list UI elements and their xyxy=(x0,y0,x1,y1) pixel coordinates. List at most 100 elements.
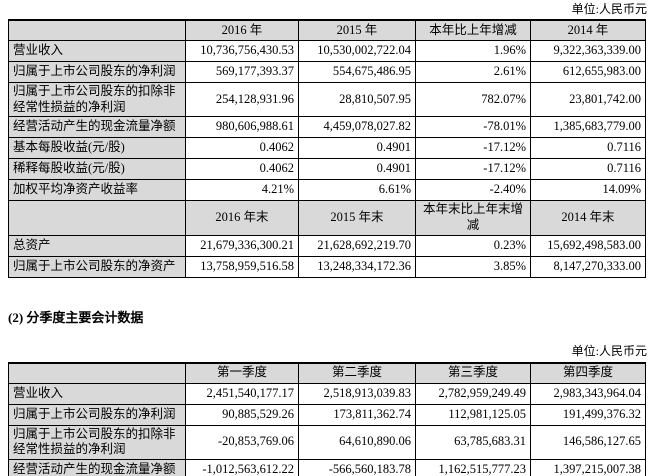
column-header: 2015 年末 xyxy=(298,200,416,236)
column-header: 2014 年末 xyxy=(530,200,646,236)
row-label: 归属于上市公司股东的扣除非经常性损益的净利润 xyxy=(8,424,186,460)
value-cell: 1,397,215,007.38 xyxy=(530,458,646,476)
value-cell: 146,586,127.65 xyxy=(530,424,646,460)
value-cell: 1,162,515,777.23 xyxy=(415,458,531,476)
column-header: 第三季度 xyxy=(415,362,531,384)
column-header: 第一季度 xyxy=(185,362,299,384)
row-label: 归属于上市公司股东的净利润 xyxy=(8,61,186,83)
row-label: 经营活动产生的现金流量净额 xyxy=(8,458,186,476)
table-row: 归属于上市公司股东的净利润 569,177,393.37 554,675,486.9… xyxy=(8,61,646,83)
value-cell: 23,801,742.00 xyxy=(530,81,646,118)
table-row: 基本每股收益(元/股) 0.4062 0.4901 -17.12% 0.7116 xyxy=(8,137,646,160)
row-label: 归属于上市公司股东的扣除非经常性损益的净利润 xyxy=(8,81,186,118)
row-label: 归属于上市公司股东的净利润 xyxy=(8,403,186,426)
value-cell: 0.7116 xyxy=(530,137,646,160)
corner-cell xyxy=(8,200,186,236)
value-cell: 2.61% xyxy=(415,61,531,83)
value-cell: 191,499,376.32 xyxy=(530,403,646,426)
value-cell: 4,459,078,027.82 xyxy=(298,116,416,139)
quarterly-financials-table: 第一季度 第二季度 第三季度 第四季度 营业收入 2,451,540,177.17 2,51… xyxy=(8,361,646,476)
value-cell: 2,983,343,964.04 xyxy=(530,382,646,405)
table-header-row: 2016 年末 2015 年末 本年末比上年末增减 2014 年末 xyxy=(8,200,646,236)
value-cell: 980,606,988.61 xyxy=(185,116,299,139)
table-row: 归属于上市公司股东的净利润 90,885,529.26 173,811,362.74… xyxy=(8,403,646,426)
value-cell: 2,782,959,249.49 xyxy=(415,382,531,405)
table-header-row: 2016 年 2015 年本年比上年增减 2014 年 xyxy=(8,19,646,41)
value-cell: 13,248,334,172.36 xyxy=(298,255,416,278)
table-row: 稀释每股收益(元/股) 0.4062 0.4901 -17.12% 0.7116 xyxy=(8,158,646,181)
quarterly-financials-table-body: 第一季度 第二季度 第三季度 第四季度 营业收入 2,451,540,177.17 2,51… xyxy=(8,362,646,476)
value-cell: 64,610,890.06 xyxy=(298,424,416,460)
column-header: 2016 年 xyxy=(185,19,299,41)
value-cell: 0.4901 xyxy=(298,158,416,181)
row-label: 基本每股收益(元/股) xyxy=(8,137,186,160)
value-cell: 3.85% xyxy=(415,255,531,278)
unit-label-annual: 单位:人民币元 xyxy=(571,2,647,16)
value-cell: 0.4062 xyxy=(185,158,299,181)
value-cell: 63,785,683.31 xyxy=(415,424,531,460)
column-header: 2015 年 xyxy=(298,19,416,41)
value-cell: 2,451,540,177.17 xyxy=(185,382,299,405)
value-cell: 15,692,498,583.00 xyxy=(530,234,646,257)
value-cell: 10,736,756,430.53 xyxy=(185,40,299,62)
row-label: 加权平均净资产收益率 xyxy=(8,179,186,202)
row-label: 经营活动产生的现金流量净额 xyxy=(8,116,186,139)
table-header-row: 第一季度 第二季度 第三季度 第四季度 xyxy=(8,362,646,384)
row-label: 稀释每股收益(元/股) xyxy=(8,158,186,181)
column-header: 2014 年 xyxy=(530,19,646,41)
annual-financials-table: 2016 年 2015 年本年比上年增减 2014 年营业收入 10,736,756,… xyxy=(8,19,646,278)
unit-label-quarterly: 单位:人民币元 xyxy=(571,343,647,358)
table-row: 营业收入 2,451,540,177.17 2,518,913,039.83 2,78… xyxy=(8,382,646,405)
column-header: 第四季度 xyxy=(530,362,646,384)
value-cell: -566,560,183.78 xyxy=(298,458,416,476)
value-cell: 21,679,336,300.21 xyxy=(185,234,299,257)
value-cell: -20,853,769.06 xyxy=(185,424,299,460)
value-cell: 254,128,931.96 xyxy=(185,81,299,118)
value-cell: 782.07% xyxy=(415,81,531,118)
value-cell: -17.12% xyxy=(415,158,531,181)
corner-cell xyxy=(8,19,186,41)
table-row: 经营活动产生的现金流量净额 -1,012,563,612.22 -566,560,1… xyxy=(8,458,646,476)
value-cell: 1.96% xyxy=(415,40,531,62)
table-row: 加权平均净资产收益率 4.21% 6.61% -2.40% 14.09% xyxy=(8,179,646,202)
table-row: 经营活动产生的现金流量净额 980,606,988.61 4,459,078,027… xyxy=(8,116,646,139)
column-header: 本年末比上年末增减 xyxy=(415,200,531,236)
value-cell: 0.23% xyxy=(415,234,531,257)
row-label: 营业收入 xyxy=(8,40,186,62)
value-cell: 6.61% xyxy=(298,179,416,202)
value-cell: 13,758,959,516.58 xyxy=(185,255,299,278)
value-cell: 4.21% xyxy=(185,179,299,202)
value-cell: -78.01% xyxy=(415,116,531,139)
column-header: 本年比上年增减 xyxy=(415,19,531,41)
value-cell: -1,012,563,612.22 xyxy=(185,458,299,476)
annual-financials-table-body: 2016 年 2015 年本年比上年增减 2014 年营业收入 10,736,756,… xyxy=(8,19,646,278)
table-row: 总资产 21,679,336,300.21 21,628,692,219.70 0.2… xyxy=(8,234,646,257)
value-cell: 8,147,270,333.00 xyxy=(530,255,646,278)
value-cell: -2.40% xyxy=(415,179,531,202)
table-row: 归属于上市公司股东的扣除非经常性损益的净利润 -20,853,769.06 64,6… xyxy=(8,424,646,460)
row-label: 归属于上市公司股东的净资产 xyxy=(8,255,186,278)
value-cell: -17.12% xyxy=(415,137,531,160)
value-cell: 612,655,983.00 xyxy=(530,61,646,83)
value-cell: 14.09% xyxy=(530,179,646,202)
column-header: 第二季度 xyxy=(298,362,416,384)
table-row: 归属于上市公司股东的扣除非经常性损益的净利润 254,128,931.96 28,8… xyxy=(8,81,646,118)
value-cell: 569,177,393.37 xyxy=(185,61,299,83)
value-cell: 0.4062 xyxy=(185,137,299,160)
value-cell: 112,981,125.05 xyxy=(415,403,531,426)
value-cell: 1,385,683,779.00 xyxy=(530,116,646,139)
section-heading-quarterly: (2) 分季度主要会计数据 xyxy=(8,309,144,325)
value-cell: 9,322,363,339.00 xyxy=(530,40,646,62)
row-label: 总资产 xyxy=(8,234,186,257)
value-cell: 0.7116 xyxy=(530,158,646,181)
value-cell: 90,885,529.26 xyxy=(185,403,299,426)
value-cell: 10,530,002,722.04 xyxy=(298,40,416,62)
table-row: 营业收入 10,736,756,430.53 10,530,002,722.04 1.… xyxy=(8,40,646,62)
value-cell: 21,628,692,219.70 xyxy=(298,234,416,257)
column-header: 2016 年末 xyxy=(185,200,299,236)
row-label: 营业收入 xyxy=(8,382,186,405)
corner-cell xyxy=(8,362,186,384)
value-cell: 28,810,507.95 xyxy=(298,81,416,118)
value-cell: 173,811,362.74 xyxy=(298,403,416,426)
